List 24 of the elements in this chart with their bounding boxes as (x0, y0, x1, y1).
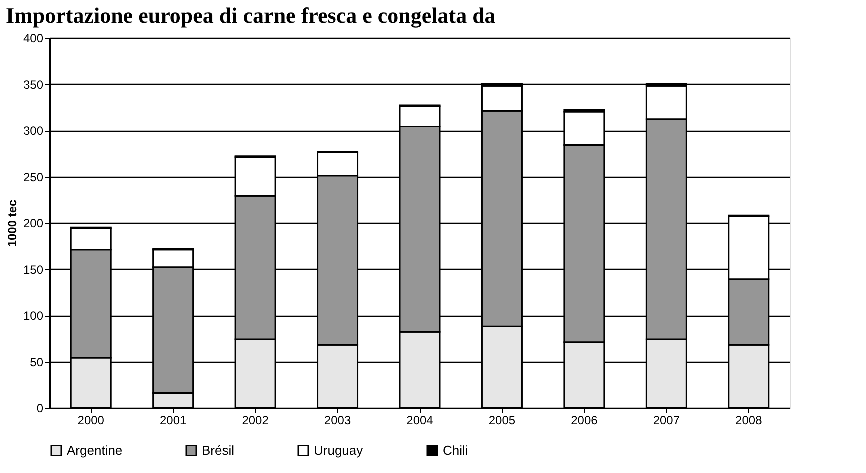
y-tick-label: 150 (23, 262, 44, 277)
x-tick-label: 2003 (324, 414, 352, 428)
x-tick-label: 2005 (488, 414, 516, 428)
x-tick-label: 2008 (736, 414, 763, 428)
legend-label: Chili (443, 442, 468, 458)
y-tick-label: 0 (36, 402, 44, 416)
y-axis-title: 1000 tec (5, 199, 20, 248)
x-tick-label: 2000 (78, 414, 105, 428)
x-tick-label: 2001 (160, 414, 188, 428)
y-tick-label: 350 (23, 78, 44, 92)
y-tick-label: 400 (23, 32, 44, 46)
x-tick-label: 2006 (571, 414, 598, 428)
chart-title: Importazione europea di carne fresca e congelata da (6, 3, 496, 28)
y-tick-label: 300 (23, 124, 44, 138)
y-tick-label: 200 (23, 216, 44, 230)
x-tick-label: 2002 (242, 414, 270, 428)
x-tick-label: 2007 (653, 414, 680, 428)
legend-label: Uruguay (314, 442, 364, 458)
y-tick-label: 50 (30, 355, 44, 370)
legend-label: Brésil (202, 442, 235, 458)
legend-label: Argentine (67, 442, 123, 458)
y-tick-label: 250 (23, 170, 44, 184)
x-tick-label: 2004 (406, 414, 434, 428)
y-tick-label: 100 (23, 309, 44, 323)
